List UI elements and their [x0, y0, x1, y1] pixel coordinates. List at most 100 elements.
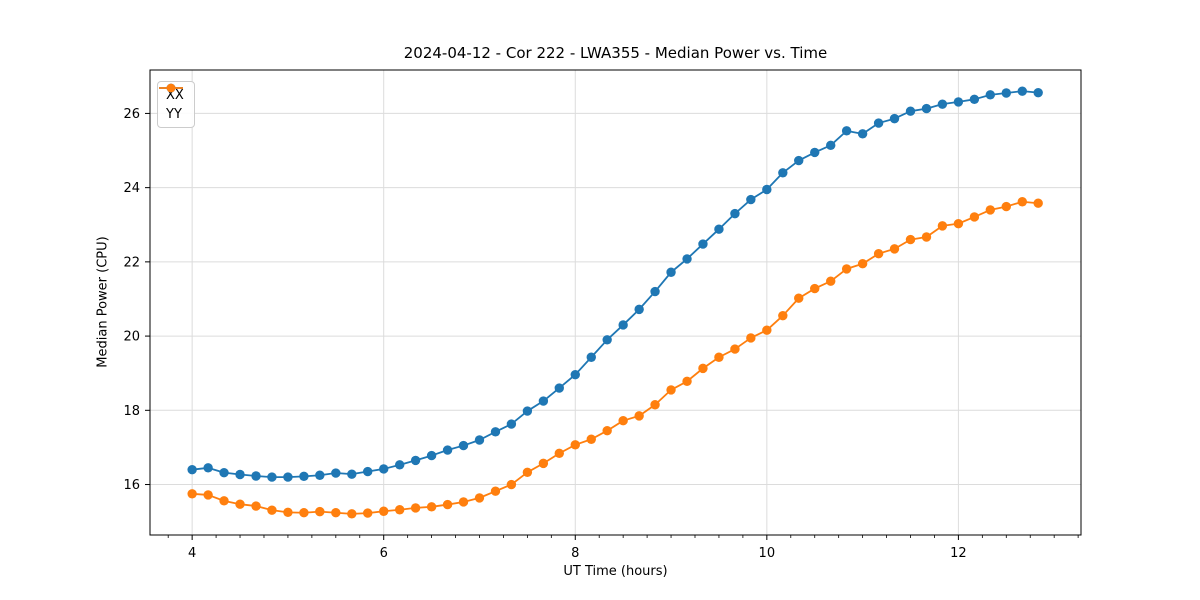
chart-title: 2024-04-12 - Cor 222 - LWA355 - Median P… [403, 44, 828, 62]
yy-data-point [315, 506, 325, 517]
yy-data-point [618, 416, 628, 426]
yy-data-point [379, 506, 389, 516]
yy-data-point [203, 490, 213, 500]
xx-series-line [192, 90, 1039, 479]
y-tick-label: 18 [123, 404, 140, 419]
yy-data-point [251, 501, 261, 511]
yy-data-point [810, 283, 820, 294]
yy-line-marker-icon [159, 83, 183, 93]
yy-series-line [192, 200, 1039, 515]
yy-data-point [985, 205, 995, 215]
xx-data-point [889, 113, 900, 124]
yy-data-point [841, 264, 852, 274]
legend: XX YY [157, 81, 195, 128]
xx-data-point [841, 126, 852, 136]
x-tick-label: 12 [950, 546, 967, 561]
yy-data-point [331, 508, 341, 518]
xx-data-point [905, 106, 916, 116]
yy-data-point [235, 499, 245, 509]
yy-data-point [554, 448, 564, 459]
yy-data-point [746, 333, 756, 343]
y-tick-label: 26 [123, 107, 140, 122]
xx-data-point [363, 466, 373, 477]
x-tick-label: 6 [380, 546, 388, 561]
xx-data-point [283, 472, 293, 482]
yy-data-point [283, 507, 293, 518]
xx-data-point [315, 470, 325, 480]
yy-data-point [762, 325, 772, 335]
xx-data-point [666, 267, 676, 277]
yy-data-point [921, 232, 932, 242]
xx-data-point [826, 140, 836, 151]
yy-data-point [873, 249, 884, 259]
xx-data-point [410, 455, 421, 466]
xx-data-point [953, 97, 964, 107]
xx-data-point [618, 320, 628, 330]
xx-data-point [778, 168, 788, 178]
yy-data-point [347, 509, 357, 519]
yy-data-point [889, 244, 900, 254]
y-tick-label: 20 [123, 330, 140, 345]
legend-label-yy: YY [166, 106, 182, 122]
xx-data-point [714, 224, 724, 234]
plot-spines [149, 69, 1082, 536]
xx-data-point [746, 194, 756, 205]
xx-data-point [857, 129, 868, 139]
xx-data-point [203, 463, 213, 473]
yy-data-point [458, 497, 469, 507]
yy-data-point [506, 479, 517, 490]
yy-data-point [363, 508, 373, 518]
xx-data-point [458, 440, 469, 451]
yy-data-point [187, 489, 197, 499]
xx-data-point [969, 94, 980, 105]
xx-data-point [474, 435, 485, 445]
yy-data-point [395, 505, 405, 515]
yy-data-point [730, 344, 740, 354]
xx-data-point [1001, 88, 1011, 98]
yy-data-point [698, 363, 708, 374]
yy-data-point [1033, 198, 1043, 208]
xx-data-point [794, 155, 804, 166]
xx-data-point [682, 254, 692, 264]
y-axis-label: Median Power (CPU) [95, 236, 111, 368]
yy-data-point [267, 505, 277, 515]
xx-data-point [347, 469, 357, 479]
xx-data-point [187, 464, 197, 475]
xx-data-point [506, 419, 517, 429]
yy-data-point [666, 385, 676, 395]
xx-data-point [219, 467, 229, 478]
xx-data-point [730, 208, 740, 219]
yy-data-point [857, 259, 868, 269]
yy-data-point [219, 496, 229, 506]
yy-data-point [714, 352, 724, 362]
yy-data-point [953, 218, 964, 229]
xx-data-point [395, 460, 405, 470]
xx-data-point [379, 464, 389, 474]
yy-data-point [794, 293, 804, 303]
yy-data-point [778, 310, 788, 321]
y-tick-label: 16 [123, 478, 140, 493]
xx-data-point [299, 471, 309, 482]
xx-data-point [921, 103, 932, 114]
yy-data-point [299, 508, 309, 518]
x-tick-label: 10 [759, 546, 776, 561]
yy-data-point [442, 499, 453, 510]
yy-data-point [538, 458, 549, 469]
x-axis-label: UT Time (hours) [563, 564, 668, 579]
y-tick-label: 24 [123, 181, 140, 196]
yy-data-point [586, 434, 596, 444]
xx-data-point [522, 406, 533, 416]
xx-data-point [602, 335, 612, 345]
yy-data-point [1017, 197, 1027, 207]
xx-data-point [331, 468, 341, 478]
yy-data-point [634, 411, 644, 421]
yy-data-point [602, 426, 612, 436]
xx-data-point [810, 147, 820, 158]
xx-data-point [426, 450, 437, 461]
xx-data-point [251, 471, 261, 481]
xx-data-point [937, 99, 948, 109]
xx-data-point [538, 396, 549, 406]
yy-data-point [937, 221, 948, 231]
